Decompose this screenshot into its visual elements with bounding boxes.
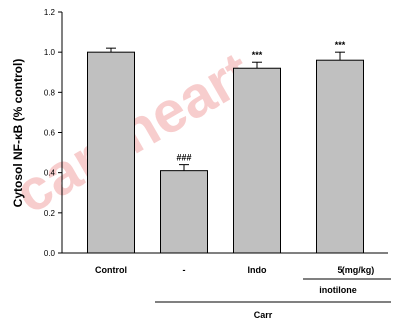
y-tick-label: 0.4 <box>44 169 56 178</box>
category-label: Indo <box>248 265 267 275</box>
y-tick-label: 0.0 <box>44 249 56 258</box>
bars: ### *** *** <box>87 40 364 254</box>
significance-label: ### <box>176 153 191 163</box>
inotilone-group-label: inotilone <box>319 285 357 295</box>
y-axis-ticks: 0.0 0.2 0.4 0.6 0.8 1.0 1.2 <box>44 8 62 258</box>
y-tick-label: 1.0 <box>44 48 56 57</box>
y-tick-label: 0.8 <box>44 88 56 97</box>
bar <box>233 67 281 254</box>
significance-label: *** <box>252 50 263 60</box>
category-label: Control <box>95 265 127 275</box>
carr-group-label: Carr <box>254 310 273 320</box>
bar <box>87 51 135 254</box>
y-tick-label: 0.6 <box>44 129 56 138</box>
bar <box>160 170 208 254</box>
category-label: - <box>183 265 186 275</box>
y-tick-label: 1.2 <box>44 8 56 17</box>
category-label: 5 <box>337 265 342 275</box>
unit-label: (mg/kg) <box>342 265 375 275</box>
significance-label: *** <box>335 40 346 50</box>
bar <box>316 59 364 254</box>
y-axis-label: Cytosol NF-κB (% control) <box>11 59 25 208</box>
category-labels: Control - Indo 5 <box>95 265 343 275</box>
y-tick-label: 0.2 <box>44 209 56 218</box>
